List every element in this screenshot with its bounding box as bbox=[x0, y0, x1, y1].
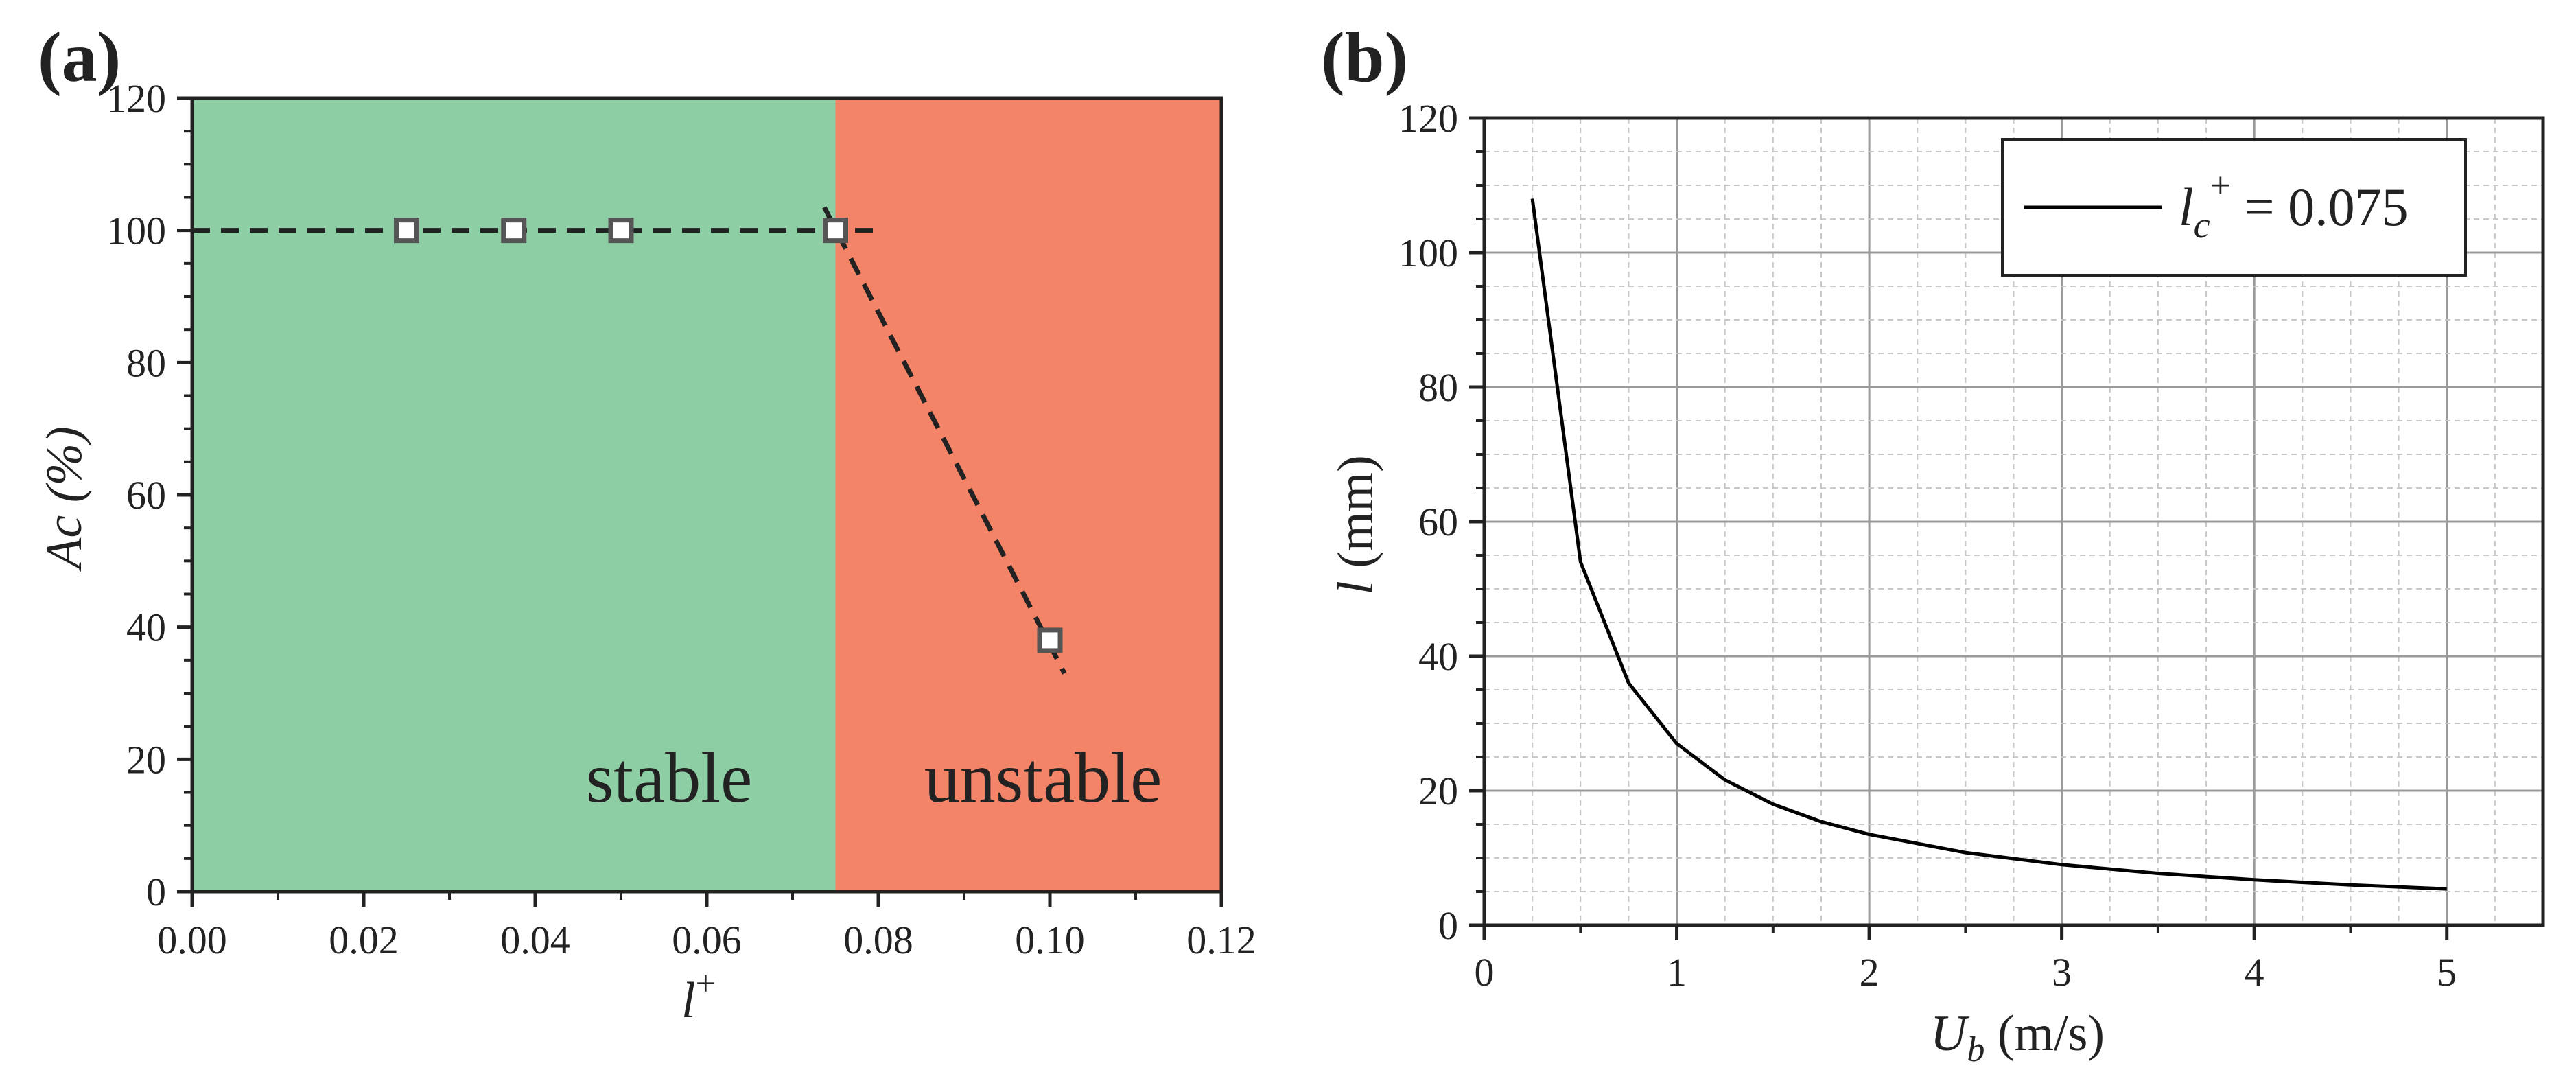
x-tick-label: 0.06 bbox=[672, 918, 742, 962]
data-point bbox=[823, 218, 848, 244]
region-unstable bbox=[835, 98, 1221, 892]
legend-entry: lc+ = 0.075 bbox=[2179, 165, 2409, 246]
legend-sup: + bbox=[2210, 165, 2231, 206]
y-axis-label-a-text: Ac (%) bbox=[36, 426, 93, 572]
y-tick-label: 100 bbox=[1398, 231, 1458, 275]
data-point bbox=[608, 218, 634, 244]
data-point bbox=[1037, 627, 1063, 653]
x-tick-label: 0.12 bbox=[1186, 918, 1256, 962]
y-axis-label-b-var: l bbox=[1328, 581, 1384, 595]
y-tick-label: 80 bbox=[1418, 365, 1458, 410]
y-tick-label: 60 bbox=[126, 473, 166, 518]
x-tick-label: 0.04 bbox=[500, 918, 570, 962]
y-tick-label: 120 bbox=[106, 76, 166, 121]
y-tick-label: 20 bbox=[126, 737, 166, 782]
region-label-stable: stable bbox=[586, 739, 753, 817]
x-tick-label: 0 bbox=[1475, 950, 1495, 995]
x-tick-label: 0.08 bbox=[843, 918, 913, 962]
x-tick-label: 2 bbox=[1860, 950, 1880, 995]
series-line bbox=[1530, 198, 2447, 891]
panel-a-label: (a) bbox=[38, 18, 121, 97]
x-axis-label-b: Ub (m/s) bbox=[1930, 1006, 2105, 1069]
y-tick-label: 80 bbox=[126, 340, 166, 385]
legend-sub: c bbox=[2194, 205, 2210, 246]
y-axis-label-b-unit: (mm) bbox=[1328, 455, 1384, 581]
y-tick-label: 40 bbox=[126, 605, 166, 650]
x-axis-label-b-sub: b bbox=[1967, 1030, 1984, 1069]
x-tick-label: 0.10 bbox=[1015, 918, 1085, 962]
y-tick-label: 60 bbox=[1418, 500, 1458, 544]
region-label-unstable: unstable bbox=[924, 739, 1162, 817]
panel-b-label: (b) bbox=[1321, 18, 1408, 97]
x-axis-label-a-sup: + bbox=[696, 964, 716, 1003]
x-axis-label-a: l+ bbox=[681, 964, 716, 1029]
y-axis-label-a: Ac (%) bbox=[36, 426, 93, 572]
data-point bbox=[394, 218, 419, 244]
y-axis-label-b: l (mm) bbox=[1328, 455, 1384, 594]
legend-b: lc+ = 0.075 bbox=[2001, 138, 2467, 277]
panel-a: (a) 0.00 0.02 0.04 0.06 0.08 0.10 0.12 0 20 40 60… bbox=[36, 18, 1256, 1029]
y-tick-label: 40 bbox=[1418, 634, 1458, 679]
x-axis-label-a-var: l bbox=[681, 973, 696, 1029]
x-tick-label: 3 bbox=[2052, 950, 2072, 995]
legend-var: l bbox=[2179, 177, 2194, 237]
y-tick-label: 20 bbox=[1418, 769, 1458, 813]
x-tick-label: 4 bbox=[2245, 950, 2264, 995]
x-tick-label: 5 bbox=[2437, 950, 2457, 995]
panel-b: (b) 0 1 2 3 4 5 0 20 40 60 80 100 120 l (mm) Ub (m/… bbox=[1321, 18, 2545, 1069]
y-tick-label: 0 bbox=[1438, 903, 1458, 948]
y-tick-label: 100 bbox=[106, 209, 166, 253]
x-tick-label: 0.02 bbox=[329, 918, 399, 962]
legend-rest: = 0.075 bbox=[2231, 177, 2409, 237]
data-point bbox=[501, 218, 527, 244]
x-axis-label-b-unit: (m/s) bbox=[1984, 1006, 2105, 1062]
x-tick-label: 0.00 bbox=[157, 918, 227, 962]
y-tick-label: 0 bbox=[146, 870, 166, 914]
guide-line-1 bbox=[822, 206, 1067, 675]
x-tick-label: 1 bbox=[1667, 950, 1687, 995]
x-axis-label-b-var: U bbox=[1930, 1006, 1970, 1062]
y-tick-label: 120 bbox=[1398, 96, 1458, 141]
